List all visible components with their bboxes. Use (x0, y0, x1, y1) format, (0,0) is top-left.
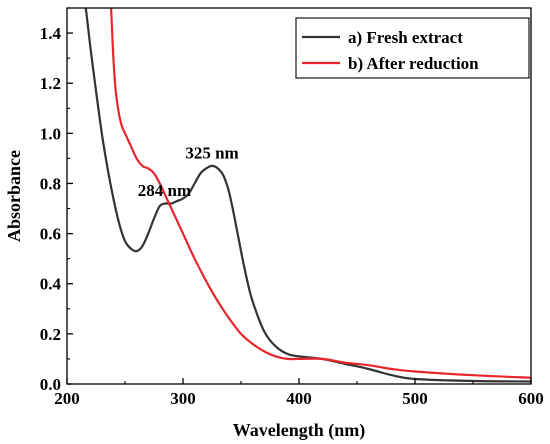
y-tick-label: 1.2 (40, 74, 61, 93)
x-axis-title: Wavelength (nm) (233, 420, 366, 441)
legend-label-2: b) After reduction (348, 54, 479, 73)
legend-label-1: a) Fresh extract (348, 28, 463, 47)
x-tick-label: 600 (518, 389, 544, 408)
plot-lines (84, 8, 531, 383)
series-line-1 (84, 8, 531, 383)
x-tick-label: 400 (286, 389, 312, 408)
y-tick-label: 1.4 (40, 24, 62, 43)
legend: a) Fresh extract b) After reduction (295, 17, 530, 79)
annotations: 325 nm 284 nm (138, 143, 239, 200)
y-tick-label: 0.2 (40, 325, 61, 344)
x-axis: 200 300 400 500 600 (54, 378, 544, 408)
y-tick-label: 0.4 (40, 275, 62, 294)
y-tick-label: 0.8 (40, 174, 61, 193)
x-tick-label: 500 (402, 389, 428, 408)
peak-annotation: 325 nm (185, 143, 238, 162)
y-tick-label: 1.0 (40, 124, 61, 143)
peak-annotation: 284 nm (138, 181, 191, 200)
y-axis-title: Absorbance (4, 150, 24, 242)
y-tick-label: 0.6 (40, 225, 61, 244)
legend-box (295, 17, 530, 79)
x-tick-label: 300 (170, 389, 196, 408)
y-axis: 0.0 0.2 0.4 0.6 0.8 1.0 1.2 1.4 (40, 7, 73, 394)
plot-frame (66, 7, 532, 385)
series-line-2 (110, 8, 531, 379)
x-tick-label: 200 (54, 389, 80, 408)
y-tick-label: 0.0 (40, 375, 61, 394)
